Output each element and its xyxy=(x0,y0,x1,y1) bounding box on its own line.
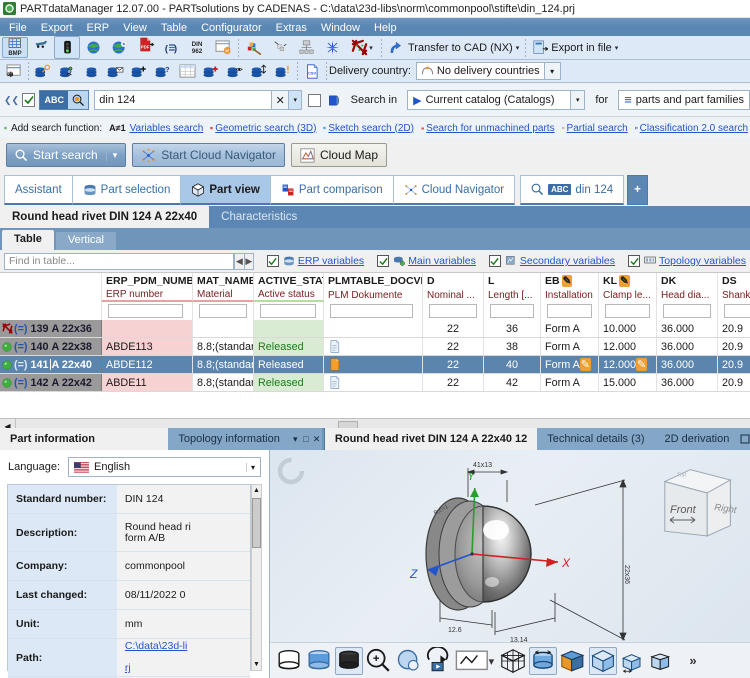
svg-text:CSV: CSV xyxy=(308,71,316,75)
svg-text:): ) xyxy=(174,43,177,53)
svg-text:▾: ▾ xyxy=(489,656,495,668)
svg-text:PDF: PDF xyxy=(140,44,149,49)
svg-text:?: ? xyxy=(164,64,169,73)
svg-text:(: ( xyxy=(164,43,168,53)
svg-text:Front: Front xyxy=(670,504,697,516)
